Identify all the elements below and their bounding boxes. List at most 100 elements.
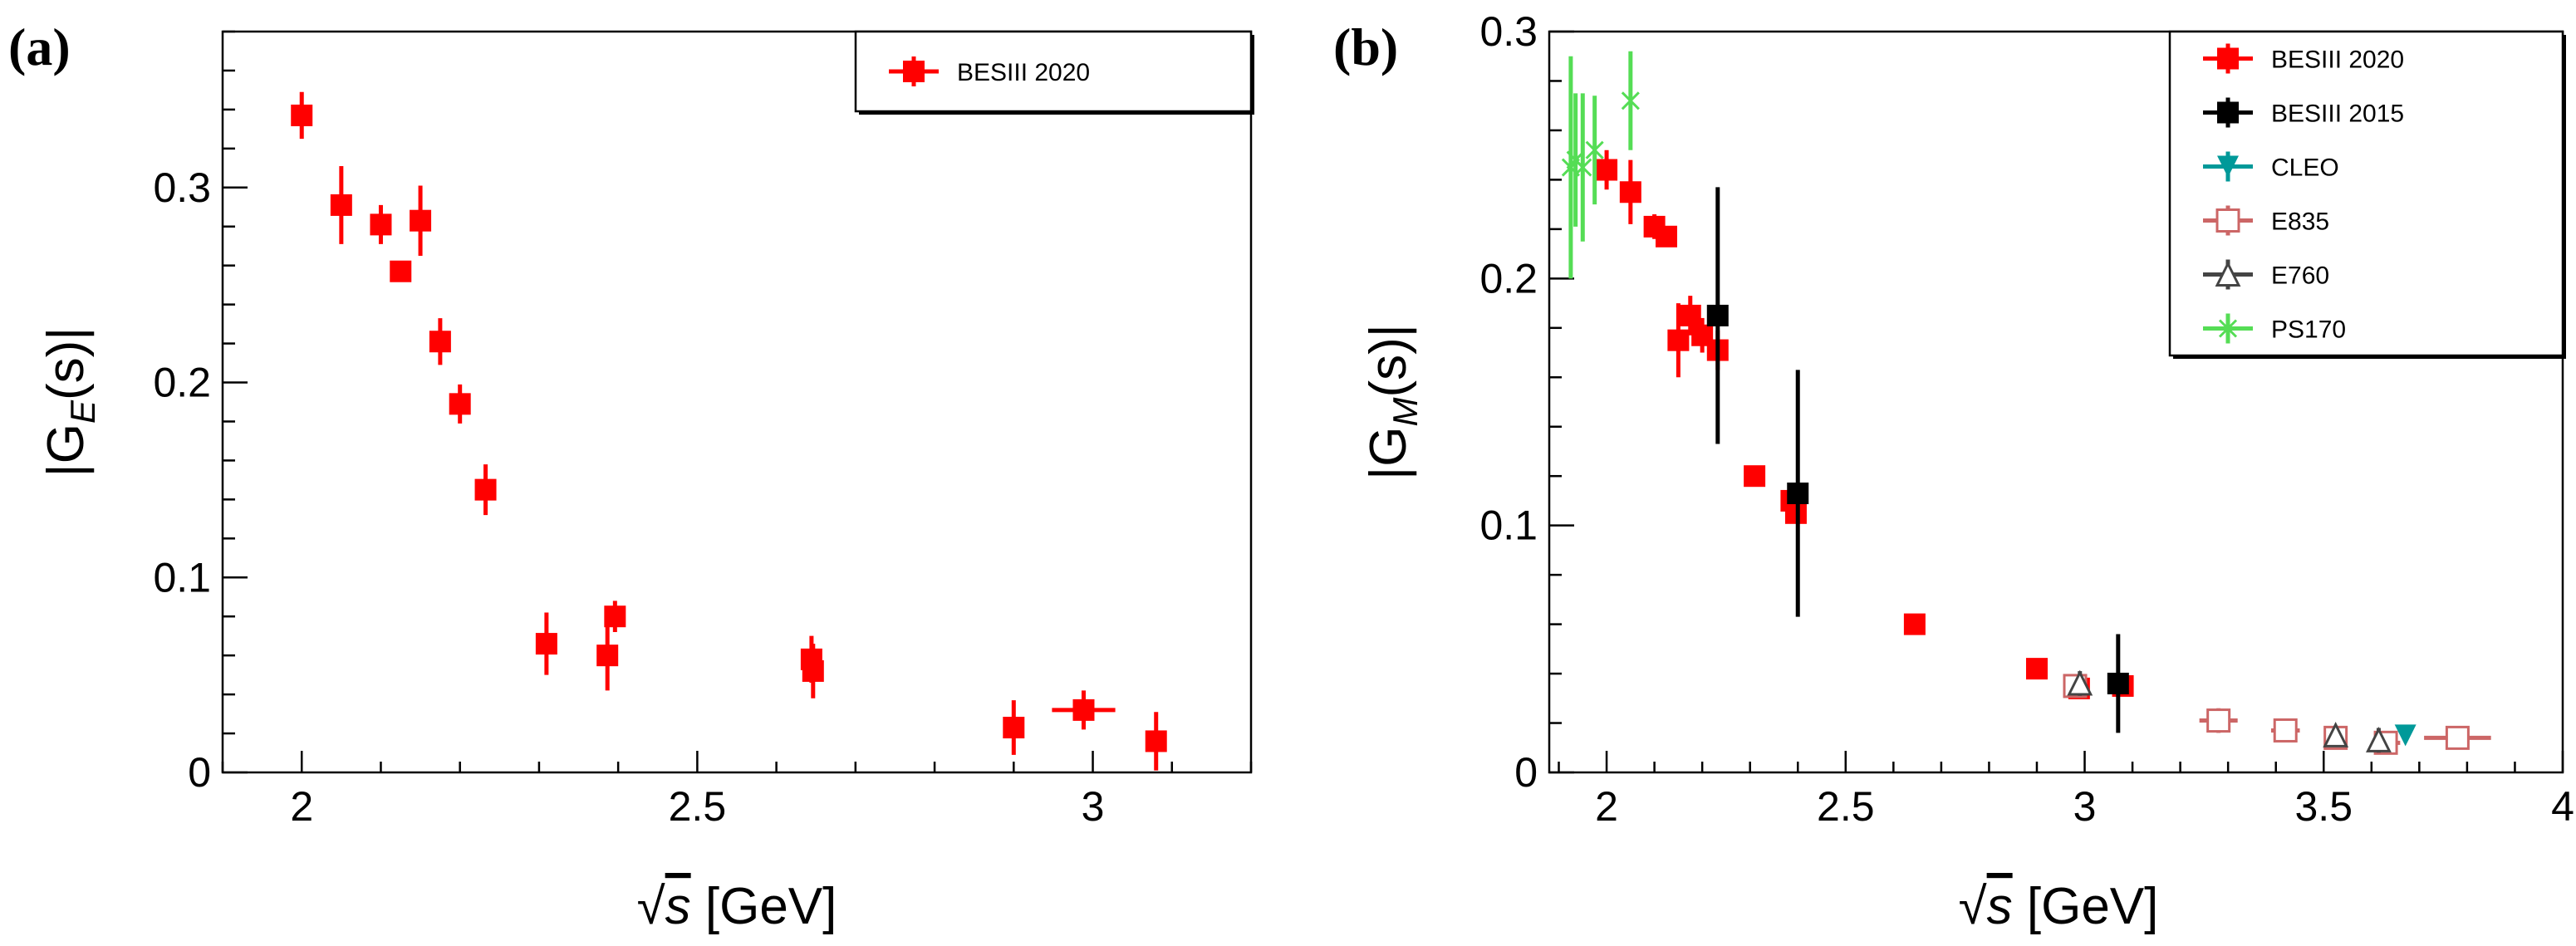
legend-label: E760: [2271, 262, 2329, 290]
y-axis-title-b-sub: M: [1386, 398, 1425, 427]
legend-label: BESIII 2020: [2271, 47, 2404, 74]
y-tick-label: 0.3: [153, 164, 211, 211]
x-axis-title-a-root: √: [637, 878, 665, 935]
data-point: [1655, 225, 1677, 248]
data-marker: [370, 213, 392, 236]
data-marker: [1655, 225, 1677, 248]
series-besiii-2020: [1596, 149, 2134, 699]
legend-entry: E760: [2203, 259, 2329, 290]
data-marker: [1903, 613, 1926, 635]
legend-label: CLEO: [2271, 154, 2339, 182]
y-tick-label: 0: [188, 749, 211, 796]
x-axis-title-b: √s [GeV]: [1959, 878, 2159, 935]
data-point: [1573, 93, 1592, 242]
legend-label: BESIII 2020: [957, 59, 1090, 86]
data-point: [410, 185, 432, 256]
plot-data-a: [291, 91, 1167, 771]
x-tick-label: 3: [1082, 783, 1105, 830]
data-point: [1052, 690, 1116, 730]
x-tick-label: 2: [290, 783, 313, 830]
legend-label: PS170: [2271, 316, 2346, 344]
data-marker: [390, 260, 412, 282]
legend-a: BESIII 2020: [854, 30, 1254, 115]
data-point: [1679, 296, 1701, 336]
legend-marker: [2217, 47, 2239, 70]
svg-text:|GM(s)|: |GM(s)|: [1360, 324, 1425, 480]
svg-text:|GE(s)|: |GE(s)|: [37, 327, 102, 478]
legend-entry: CLEO: [2203, 151, 2339, 182]
x-tick-label: 2.5: [669, 783, 727, 830]
data-marker: [596, 645, 619, 667]
data-marker: [429, 331, 451, 353]
y-axis-title-a-sub: E: [63, 399, 102, 424]
legend-entry: E835: [2203, 205, 2329, 236]
data-point: [2107, 634, 2129, 733]
legend-label: E835: [2271, 208, 2329, 236]
data-point: [2199, 708, 2238, 733]
data-point: [390, 260, 412, 282]
y-axis-title-b-prefix: |G: [1360, 427, 1417, 480]
data-marker: [802, 659, 824, 682]
data-marker: [449, 393, 471, 415]
legend-marker: [2218, 319, 2238, 338]
x-axis-title-a-var: s: [665, 878, 691, 935]
data-point: [2323, 722, 2349, 747]
y-axis-title-b: |GM(s)|: [1360, 324, 1425, 480]
legend-entry: BESIII 2020: [2203, 43, 2404, 74]
data-point: [1667, 303, 1690, 378]
y-tick-label: 0: [1514, 749, 1538, 796]
y-axis-title-a: |GE(s)|: [37, 327, 102, 478]
data-marker: [1596, 159, 1618, 181]
y-tick-label: 0.3: [1479, 8, 1538, 55]
y-tick-label: 0.1: [153, 554, 211, 600]
panel-b: (b) 2 2.5 3 3.5 400.10.20.3 BESIII 2020BESII…: [1333, 8, 2574, 935]
data-point: [429, 318, 451, 365]
x-axis-title-b-root: √: [1959, 878, 1987, 935]
y-axis-title-a-suffix: (s)|: [37, 327, 95, 400]
tick-labels-b: 2 2.5 3 3.5 4 0 0.1 0.2 0.3: [1479, 8, 2574, 830]
legend-label: BESIII 2015: [2271, 100, 2404, 128]
legend-marker: [903, 61, 925, 82]
axis-ticks-a: [221, 30, 1253, 774]
data-marker: [474, 478, 497, 501]
series-besiii-2015: [1706, 187, 2129, 733]
data-marker: [2067, 669, 2093, 696]
data-point: [1621, 51, 1640, 150]
plot-data-b: [1561, 51, 2491, 755]
data-point: [802, 644, 824, 698]
data-point: [1619, 159, 1641, 224]
data-marker: [1145, 730, 1167, 752]
data-point: [449, 384, 471, 424]
data-marker: [1787, 483, 1809, 505]
series-ps170: [1561, 51, 1640, 279]
panel-label-b: (b): [1333, 17, 1398, 76]
x-axis-title-a-unit: [GeV]: [691, 878, 837, 935]
legend-b: BESIII 2020 BESIII 2015 CLEO E835 E760 PS170: [2168, 30, 2566, 359]
plot-frame-b: [1548, 30, 2564, 774]
data-point: [2067, 669, 2093, 696]
data-point: [474, 464, 497, 516]
data-point: [1787, 370, 1809, 617]
x-axis-title-b-var: s: [1987, 878, 2013, 935]
legend-marker: [2217, 155, 2239, 178]
x-axis-title-b-unit: [GeV]: [2013, 878, 2159, 935]
data-marker: [1621, 91, 1640, 110]
legend-marker: [2217, 101, 2239, 124]
panel-a: (a) 2 2.5 300.10.20.3 BESIII 2020 |GE(s)| …: [8, 17, 1254, 935]
legend-marker: [2215, 208, 2240, 233]
x-tick-label: 3.5: [2295, 783, 2353, 830]
x-tick-label: 2.5: [1817, 783, 1875, 830]
data-marker: [1744, 465, 1766, 488]
data-point: [291, 91, 313, 140]
data-point: [2270, 718, 2300, 743]
legend-marker: [2215, 261, 2241, 287]
data-point: [2366, 726, 2392, 753]
data-marker: [291, 104, 313, 126]
data-point: [1585, 96, 1604, 205]
data-marker: [1706, 304, 1729, 326]
data-marker: [2366, 726, 2392, 752]
plot-frame-a: [221, 30, 1253, 774]
data-point: [2424, 725, 2491, 750]
legend-entry: PS170: [2203, 313, 2346, 344]
